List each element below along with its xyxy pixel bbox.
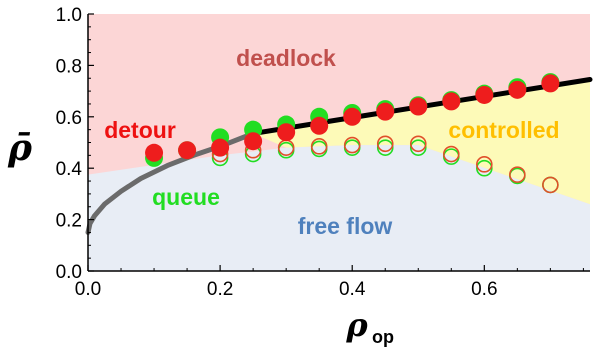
y-tick-label: 0.0 (56, 262, 82, 283)
x-tick-label: 0.4 (339, 279, 366, 300)
marker-filled-red (211, 138, 230, 157)
region-label-free-flow: free flow (298, 213, 393, 239)
plot-axes: 0.0 0.2 0.4 0.6 0.0 0.2 0.4 0.6 0.8 1.0 (56, 5, 590, 300)
marker-open-red (542, 176, 559, 194)
marker-open-red (509, 166, 526, 183)
controlled-region (253, 79, 590, 205)
marker-open-red (343, 136, 361, 154)
y-tick-label: 0.6 (56, 108, 82, 129)
marker-filled-red (475, 85, 494, 104)
y-tick-label: 0.8 (56, 56, 82, 77)
free-flow-region (88, 145, 590, 271)
marker-open-green (376, 139, 394, 156)
marker-filled-red (145, 143, 164, 162)
region-label-queue: queue (152, 184, 220, 210)
x-tick-label: 0.2 (207, 279, 233, 300)
marker-open-red (476, 156, 493, 173)
marker-filled-red (376, 102, 395, 121)
marker-open-green (409, 139, 427, 156)
marker-filled-red (310, 116, 329, 135)
marker-open-red (409, 135, 427, 153)
x-axis-title: ρ (345, 306, 368, 344)
marker-open-red (442, 145, 460, 163)
region-label-controlled: controlled (448, 117, 559, 143)
x-tick-label: 0.6 (471, 279, 497, 300)
y-tick-label: 0.4 (56, 159, 83, 180)
marker-filled-red (343, 107, 362, 126)
x-tick-label: 0.0 (75, 279, 101, 300)
region-label-detour: detour (104, 117, 176, 143)
plot-points (145, 73, 560, 194)
region-labels: deadlock detour controlled queue free flow (104, 45, 559, 239)
marker-filled-red (409, 97, 428, 116)
marker-filled-red (541, 74, 560, 93)
plot-regions (88, 14, 590, 271)
marker-filled-red (277, 123, 296, 142)
region-label-deadlock: deadlock (236, 45, 336, 71)
marker-open-red (310, 138, 328, 155)
y-axis-title: ρ̄ (7, 127, 33, 169)
marker-open-red (376, 135, 394, 153)
marker-open-green (476, 159, 493, 177)
y-tick-label: 0.2 (56, 211, 82, 232)
marker-filled-red (508, 80, 527, 99)
marker-filled-red (442, 92, 461, 111)
y-tick-label: 1.0 (56, 5, 82, 26)
marker-filled-red (244, 132, 263, 151)
x-axis-title-subscript: op (372, 327, 394, 347)
marker-filled-red (178, 141, 197, 160)
